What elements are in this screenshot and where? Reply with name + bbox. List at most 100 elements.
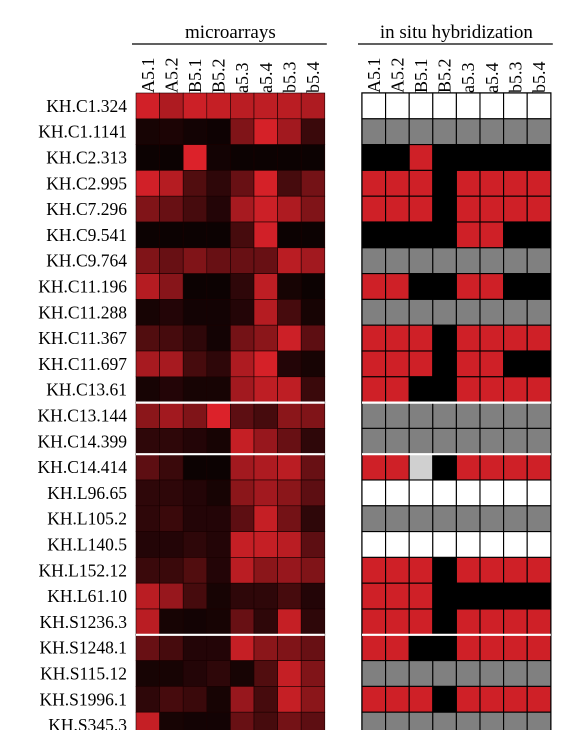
column-label: A5.2 bbox=[161, 58, 181, 94]
insitu-cell bbox=[385, 273, 410, 300]
insitu-cell bbox=[503, 505, 528, 533]
insitu-cell bbox=[361, 531, 387, 558]
insitu-cell bbox=[526, 376, 552, 404]
row-label: KH.C7.296 bbox=[46, 199, 127, 219]
microarray-cell bbox=[277, 505, 302, 532]
insitu-cell bbox=[503, 634, 528, 662]
microarray-cell bbox=[206, 479, 231, 507]
microarray-cell bbox=[253, 376, 278, 403]
microarray-cell bbox=[159, 324, 184, 352]
insitu-cell bbox=[385, 92, 410, 120]
microarray-cell bbox=[182, 453, 208, 481]
microarray-cell bbox=[300, 118, 326, 145]
microarray-cell bbox=[135, 247, 160, 274]
insitu-cell bbox=[408, 556, 434, 584]
insitu-cell bbox=[385, 582, 410, 610]
insitu-cell bbox=[526, 350, 552, 378]
insitu-cell bbox=[503, 582, 528, 610]
insitu-cell bbox=[361, 427, 387, 455]
insitu-cell bbox=[408, 169, 434, 197]
microarray-cell bbox=[277, 582, 302, 610]
insitu-cell bbox=[479, 608, 505, 636]
insitu-cell bbox=[503, 685, 528, 713]
insitu-cell bbox=[385, 169, 410, 197]
microarray-cell bbox=[182, 608, 208, 636]
insitu-cell bbox=[408, 402, 434, 429]
microarray-cell bbox=[159, 170, 184, 197]
insitu-cell bbox=[455, 660, 481, 687]
insitu-cell bbox=[432, 556, 457, 584]
microarray-cell bbox=[230, 660, 255, 687]
microarray-cell bbox=[277, 273, 302, 300]
microarray-cell bbox=[300, 92, 326, 120]
microarray-cell bbox=[206, 247, 231, 274]
insitu-cell bbox=[385, 685, 410, 713]
row-label: KH.L152.12 bbox=[39, 560, 127, 580]
microarray-cell bbox=[182, 428, 208, 455]
insitu-cell bbox=[385, 634, 410, 662]
insitu-cell bbox=[526, 531, 552, 558]
microarray-cell bbox=[206, 557, 231, 584]
insitu-cell bbox=[479, 660, 505, 687]
insitu-cell bbox=[385, 556, 410, 584]
microarray-cell bbox=[206, 402, 231, 429]
microarray-cell bbox=[159, 557, 184, 584]
column-label: B5.2 bbox=[435, 58, 455, 93]
insitu-cell bbox=[455, 144, 481, 171]
insitu-cell bbox=[526, 685, 552, 713]
insitu-cell bbox=[432, 427, 457, 455]
insitu-cell bbox=[432, 453, 457, 481]
microarray-cell bbox=[135, 686, 160, 713]
microarray-cell bbox=[253, 221, 278, 249]
insitu-cell bbox=[455, 453, 481, 481]
insitu-cell bbox=[526, 169, 552, 197]
insitu-cell bbox=[479, 427, 505, 455]
microarray-cell bbox=[182, 247, 208, 274]
insitu-cell bbox=[455, 298, 481, 326]
insitu-cell bbox=[503, 169, 528, 197]
insitu-cell bbox=[503, 195, 528, 223]
microarray-cell bbox=[182, 195, 208, 223]
insitu-cell bbox=[361, 324, 387, 352]
microarray-cell bbox=[277, 711, 302, 735]
insitu-cell bbox=[526, 195, 552, 223]
microarray-cell bbox=[253, 608, 278, 636]
insitu-cell bbox=[432, 660, 457, 687]
microarray-cell bbox=[159, 505, 184, 532]
row-label: KH.S345.3 bbox=[48, 715, 127, 730]
microarray-cell bbox=[253, 299, 278, 326]
insitu-cell bbox=[455, 685, 481, 713]
microarray-cell bbox=[230, 582, 255, 610]
insitu-cell bbox=[385, 247, 410, 275]
insitu-cell bbox=[432, 711, 457, 735]
row-label: KH.C14.414 bbox=[38, 457, 128, 477]
microarray-cell bbox=[135, 582, 160, 610]
insitu-cell bbox=[385, 221, 410, 249]
microarray-cell bbox=[230, 428, 255, 455]
microarray-cell bbox=[300, 531, 326, 558]
insitu-cell bbox=[432, 195, 457, 223]
microarray-cell bbox=[230, 324, 255, 352]
insitu-cell bbox=[479, 144, 505, 171]
microarray-cell bbox=[277, 170, 302, 197]
microarray-cell bbox=[159, 660, 184, 687]
row-label: KH.C13.144 bbox=[38, 406, 128, 426]
insitu-cell bbox=[455, 531, 481, 558]
microarray-cell bbox=[159, 479, 184, 507]
insitu-cell bbox=[408, 427, 434, 455]
microarray-cell bbox=[253, 453, 278, 481]
microarray-cell bbox=[253, 686, 278, 713]
microarray-cell bbox=[135, 273, 160, 300]
insitu-cell bbox=[432, 582, 457, 610]
row-label: KH.C11.196 bbox=[38, 277, 127, 297]
insitu-cell bbox=[432, 144, 457, 171]
insitu-cell bbox=[479, 711, 505, 735]
insitu-cell bbox=[408, 144, 434, 171]
insitu-cell bbox=[361, 221, 387, 249]
microarray-cell bbox=[253, 711, 278, 735]
insitu-cell bbox=[361, 685, 387, 713]
microarray-cell bbox=[159, 195, 184, 223]
microarray-cell bbox=[206, 531, 231, 558]
column-label: a5.3 bbox=[232, 62, 252, 93]
microarray-cell bbox=[253, 324, 278, 352]
